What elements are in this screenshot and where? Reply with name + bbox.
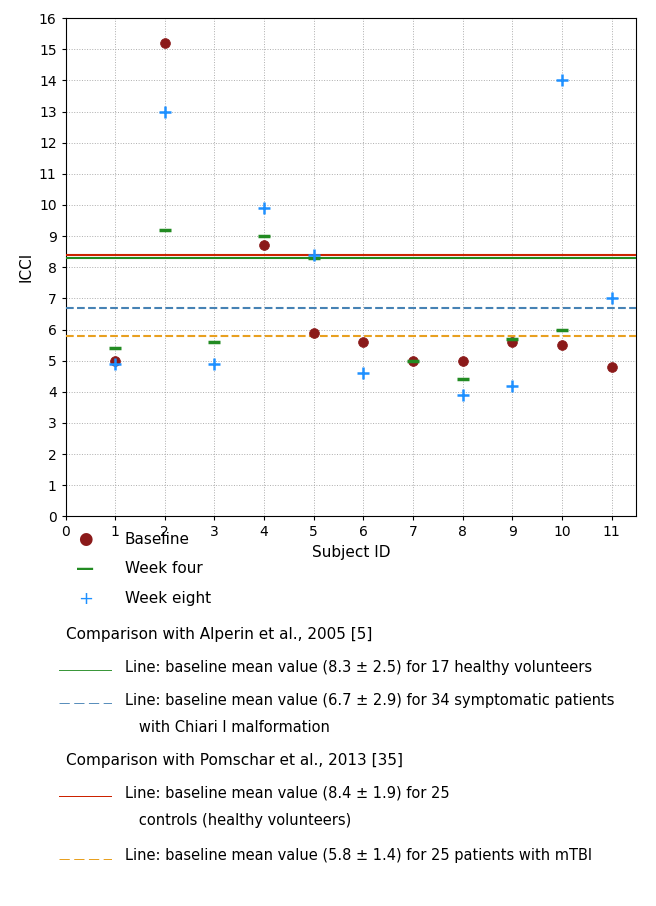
Point	[110, 341, 121, 355]
Point	[408, 353, 419, 368]
Text: Week eight: Week eight	[125, 592, 211, 606]
Point	[507, 334, 518, 349]
Point	[606, 360, 617, 374]
Point	[557, 73, 567, 88]
Point	[308, 247, 319, 262]
Text: Line: baseline mean value (8.3 ± 2.5) for 17 healthy volunteers: Line: baseline mean value (8.3 ± 2.5) fo…	[125, 660, 592, 675]
Point	[159, 36, 170, 51]
Point	[259, 238, 270, 253]
Text: +: +	[78, 590, 92, 608]
Text: Comparison with Alperin et al., 2005 [5]: Comparison with Alperin et al., 2005 [5]	[66, 627, 372, 642]
Text: Comparison with Pomschar et al., 2013 [35]: Comparison with Pomschar et al., 2013 [3…	[66, 753, 403, 767]
Y-axis label: ICCI: ICCI	[18, 252, 33, 283]
Point	[159, 223, 170, 237]
Point	[358, 334, 369, 349]
Point	[557, 338, 567, 352]
Point	[557, 323, 567, 337]
Text: —: —	[76, 560, 94, 578]
Point	[507, 379, 518, 393]
Point	[408, 353, 419, 368]
Point	[259, 229, 270, 244]
X-axis label: Subject ID: Subject ID	[312, 545, 390, 560]
Text: with Chiari I malformation: with Chiari I malformation	[125, 720, 329, 735]
Point	[308, 251, 319, 265]
Point	[457, 353, 468, 368]
Text: Line: baseline mean value (8.4 ± 1.9) for 25: Line: baseline mean value (8.4 ± 1.9) fo…	[125, 786, 449, 801]
Point	[457, 388, 468, 402]
Point	[457, 372, 468, 387]
Point	[159, 104, 170, 119]
Text: Baseline: Baseline	[125, 532, 190, 546]
Point	[209, 334, 220, 349]
Point	[259, 201, 270, 216]
Text: ●: ●	[78, 530, 92, 548]
Point	[209, 357, 220, 371]
Point	[308, 325, 319, 340]
Point	[110, 353, 121, 368]
Point	[507, 332, 518, 346]
Text: Week four: Week four	[125, 562, 203, 576]
Text: Line: baseline mean value (5.8 ± 1.4) for 25 patients with mTBI: Line: baseline mean value (5.8 ± 1.4) fo…	[125, 849, 592, 863]
Text: controls (healthy volunteers): controls (healthy volunteers)	[125, 813, 351, 827]
Point	[358, 366, 369, 381]
Text: Line: baseline mean value (6.7 ± 2.9) for 34 symptomatic patients: Line: baseline mean value (6.7 ± 2.9) fo…	[125, 693, 614, 708]
Point	[606, 291, 617, 305]
Point	[110, 357, 121, 371]
